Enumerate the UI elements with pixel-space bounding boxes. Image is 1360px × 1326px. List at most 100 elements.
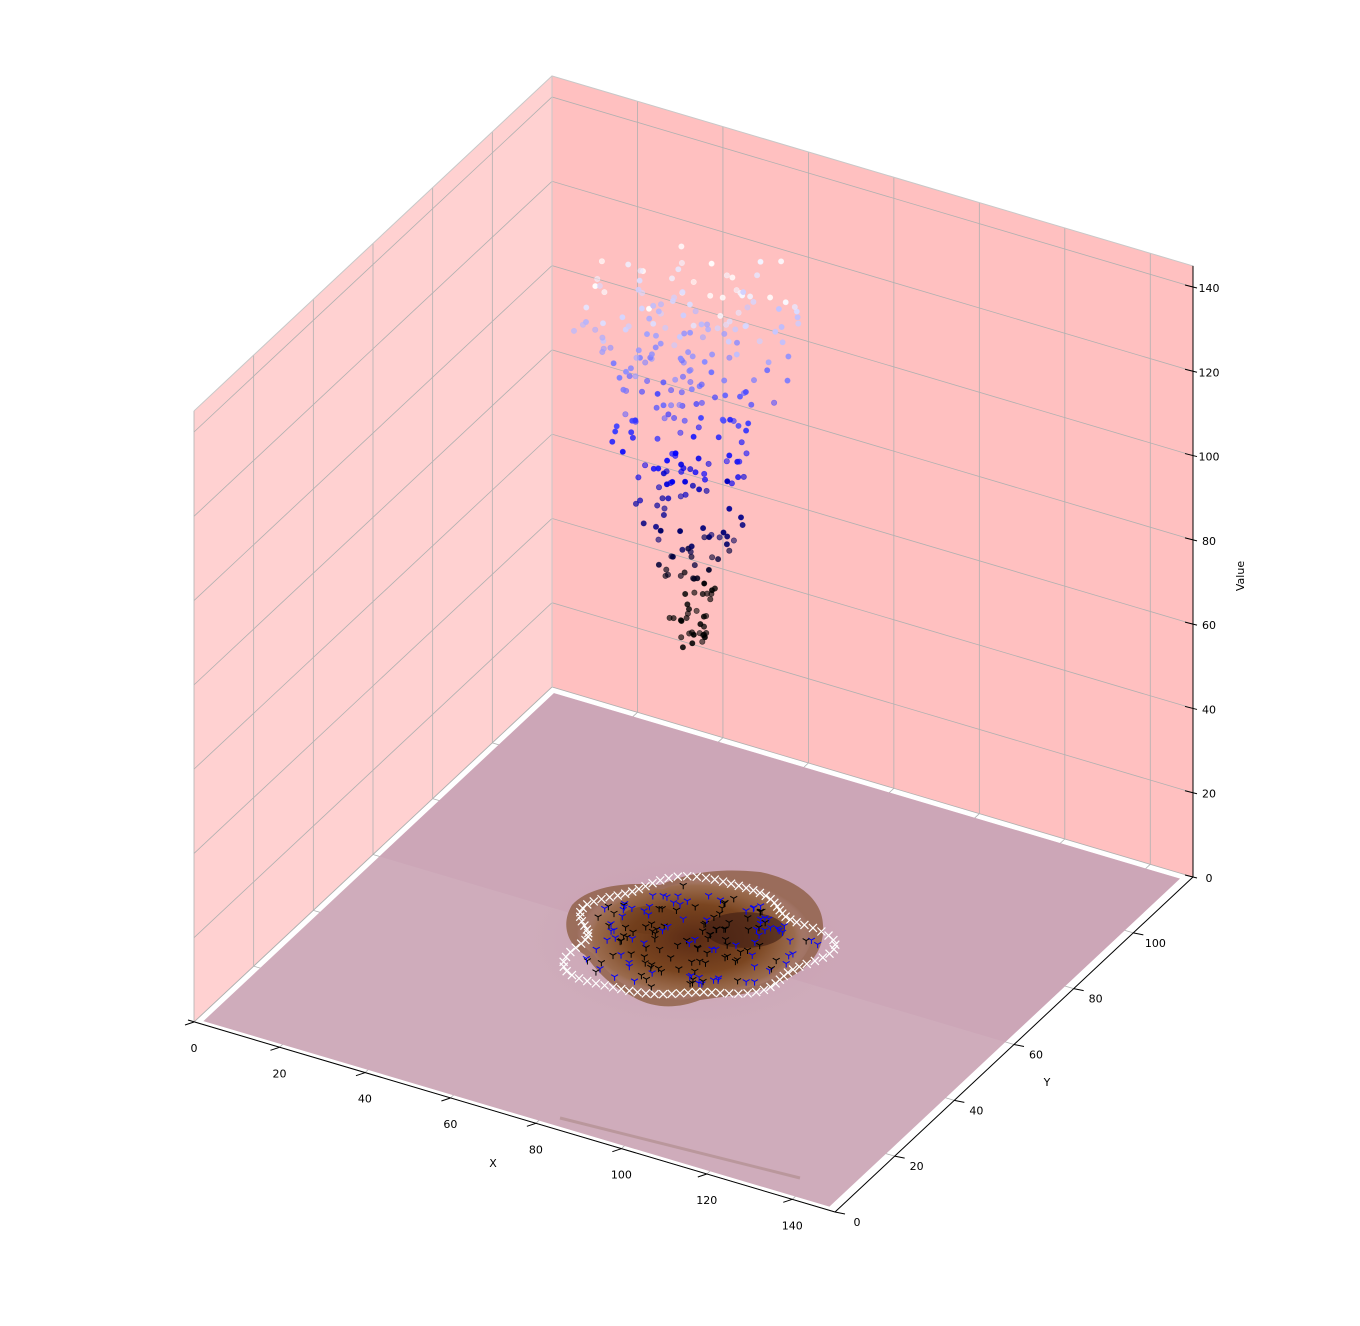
value-point [661, 505, 668, 512]
z-tick [1184, 453, 1198, 458]
value-point [703, 487, 710, 494]
value-point [690, 575, 697, 582]
value-point [681, 417, 688, 424]
value-point [720, 529, 727, 536]
value-point [693, 607, 700, 614]
skin-hair [559, 1116, 801, 1180]
interior-tri-marker [594, 914, 602, 921]
interior-tri-marker [657, 969, 666, 976]
value-point [688, 543, 695, 550]
x-tick-label: 140 [782, 1219, 803, 1232]
interior-tri-marker [655, 905, 663, 913]
value-point [653, 404, 660, 411]
boundary-x-marker [624, 986, 634, 996]
boundary-x-marker [707, 987, 717, 997]
value-point [690, 278, 697, 285]
interior-tri-marker [703, 950, 711, 957]
interior-tri-marker [778, 929, 787, 937]
value-point [676, 401, 683, 408]
boundary-x-marker [597, 894, 606, 904]
interior-tri-marker [651, 935, 659, 943]
value-point [613, 423, 620, 430]
interior-tri-marker [714, 977, 722, 984]
boundary-x-marker [648, 878, 657, 888]
value-point [664, 571, 671, 578]
value-point [709, 351, 716, 358]
value-point [726, 452, 733, 459]
value-point [696, 630, 703, 637]
value-point [715, 556, 722, 563]
interior-tri-marker [647, 984, 656, 991]
value-point [785, 353, 792, 360]
y-tick-label: 0 [854, 1216, 861, 1229]
interior-tri-marker [720, 926, 728, 933]
value-point [717, 312, 724, 319]
interior-tri-marker [647, 921, 656, 928]
interior-tri-marker [802, 938, 810, 945]
value-point [659, 495, 666, 502]
interior-tri-marker [780, 923, 789, 930]
boundary-x-marker [781, 912, 791, 922]
value-point [652, 332, 659, 339]
interior-tri-marker [813, 941, 822, 949]
interior-tri-marker [609, 952, 617, 960]
interior-tri-marker [674, 893, 682, 900]
value-point [650, 302, 657, 309]
interior-tri-marker [725, 919, 733, 927]
value-point [750, 377, 757, 384]
value-point [599, 320, 606, 327]
interior-tri-marker [582, 956, 591, 963]
x-tick-label: 60 [443, 1118, 457, 1131]
value-point [637, 497, 644, 504]
value-point [687, 329, 694, 336]
value-point [662, 324, 669, 331]
value-point [724, 533, 731, 540]
value-point [682, 478, 689, 485]
interior-tri-marker [698, 928, 707, 935]
value-point [729, 274, 736, 281]
interior-tri-marker [730, 895, 738, 903]
boundary-x-marker [667, 989, 677, 999]
boundary-x-marker [701, 873, 711, 883]
value-point [697, 621, 704, 628]
value-point [616, 374, 623, 381]
value-point [601, 289, 608, 296]
boundary-x-marker [571, 943, 581, 953]
value-point [701, 470, 708, 477]
interior-tri-marker [645, 903, 654, 911]
interior-tri-marker [617, 952, 625, 959]
y-tick [1073, 988, 1084, 992]
value-point [743, 322, 750, 329]
value-point [679, 288, 686, 295]
value-point [726, 354, 733, 361]
value-point [722, 392, 729, 399]
value-point [607, 344, 614, 351]
interior-tri-marker [610, 974, 619, 981]
value-point [669, 478, 676, 485]
x-tick [783, 1198, 793, 1203]
value-point [709, 554, 716, 561]
value-point [668, 402, 675, 409]
interior-tri-marker [607, 921, 615, 928]
boundary-x-marker [582, 899, 592, 909]
boundary-x-marker [792, 917, 802, 927]
value-point [680, 312, 687, 319]
boundary-x-marker [633, 987, 642, 997]
value-point [745, 420, 752, 427]
value-point [622, 368, 629, 375]
interior-tri-marker [607, 928, 615, 935]
value-point [723, 458, 730, 465]
value-point [795, 320, 802, 327]
value-point [757, 258, 764, 265]
boundary-x-marker [574, 973, 584, 983]
value-point [633, 354, 640, 361]
value-point [771, 399, 778, 406]
interior-tri-marker [620, 904, 629, 911]
value-point [779, 339, 786, 346]
value-point [737, 514, 744, 521]
boundary-x-marker [724, 989, 734, 998]
interior-tri-marker [732, 942, 740, 949]
interior-tri-marker [733, 957, 742, 964]
interior-tri-marker [592, 969, 600, 976]
value-point [671, 342, 678, 349]
